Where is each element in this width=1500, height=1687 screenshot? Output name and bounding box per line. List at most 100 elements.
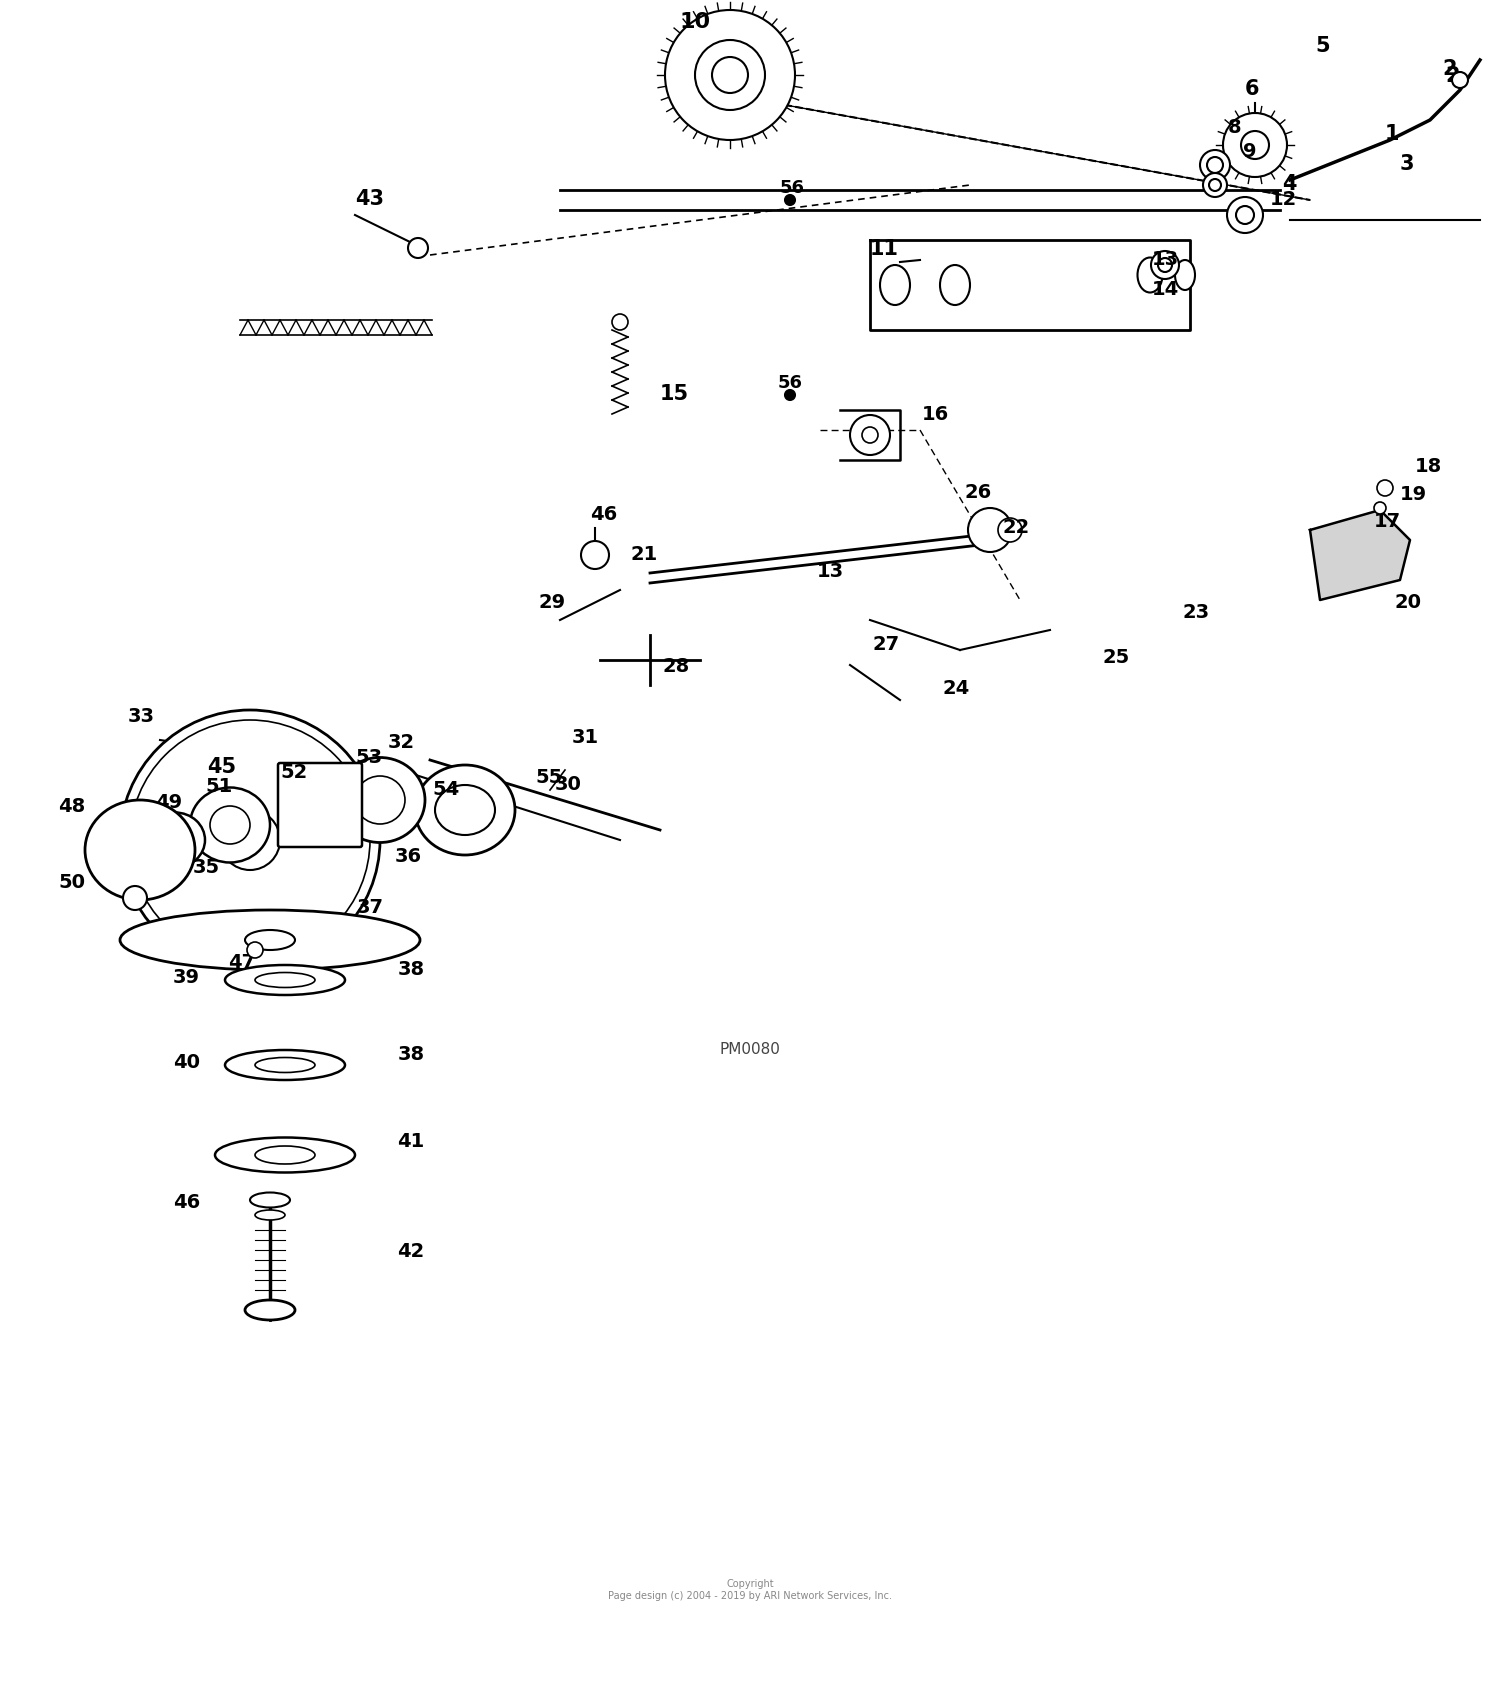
Text: 34: 34 bbox=[430, 810, 457, 828]
Text: 48: 48 bbox=[58, 796, 86, 817]
Ellipse shape bbox=[356, 776, 405, 823]
Text: 47: 47 bbox=[228, 953, 255, 972]
Text: 46: 46 bbox=[172, 1193, 201, 1211]
Text: 33: 33 bbox=[128, 707, 154, 725]
Ellipse shape bbox=[255, 1145, 315, 1164]
Circle shape bbox=[130, 720, 370, 960]
Ellipse shape bbox=[244, 1301, 296, 1319]
Text: 17: 17 bbox=[1374, 511, 1401, 531]
Text: 38: 38 bbox=[398, 960, 424, 978]
Circle shape bbox=[968, 508, 1012, 552]
Ellipse shape bbox=[435, 784, 495, 835]
Circle shape bbox=[694, 40, 765, 110]
Ellipse shape bbox=[146, 813, 206, 867]
Text: 55: 55 bbox=[536, 768, 562, 788]
Ellipse shape bbox=[190, 788, 270, 862]
Text: 49: 49 bbox=[154, 793, 182, 811]
Ellipse shape bbox=[1174, 260, 1196, 290]
Text: 56: 56 bbox=[778, 375, 802, 391]
Circle shape bbox=[712, 57, 748, 93]
Ellipse shape bbox=[334, 757, 424, 842]
Ellipse shape bbox=[162, 828, 188, 850]
Ellipse shape bbox=[225, 965, 345, 995]
Circle shape bbox=[1227, 197, 1263, 233]
Circle shape bbox=[120, 710, 380, 970]
Text: 51: 51 bbox=[206, 778, 232, 796]
Text: 25: 25 bbox=[1102, 648, 1131, 666]
Circle shape bbox=[1452, 73, 1468, 88]
Ellipse shape bbox=[940, 265, 970, 305]
Text: 39: 39 bbox=[172, 968, 200, 987]
Polygon shape bbox=[1310, 509, 1410, 601]
Text: 50: 50 bbox=[58, 872, 86, 892]
Text: 9: 9 bbox=[1244, 142, 1257, 160]
Circle shape bbox=[1222, 113, 1287, 177]
Circle shape bbox=[784, 390, 795, 400]
Ellipse shape bbox=[251, 1193, 290, 1208]
Text: 20: 20 bbox=[1395, 594, 1422, 612]
Circle shape bbox=[1158, 258, 1172, 272]
Circle shape bbox=[123, 886, 147, 909]
Text: 26: 26 bbox=[964, 482, 993, 503]
Circle shape bbox=[784, 196, 795, 206]
Text: 32: 32 bbox=[388, 732, 416, 752]
Circle shape bbox=[1208, 157, 1222, 174]
Text: 15: 15 bbox=[660, 385, 688, 403]
Ellipse shape bbox=[255, 1210, 285, 1220]
Text: 11: 11 bbox=[870, 240, 898, 260]
Text: 2: 2 bbox=[1444, 66, 1460, 86]
Circle shape bbox=[612, 314, 628, 331]
Text: 8: 8 bbox=[1228, 118, 1242, 137]
Text: 28: 28 bbox=[662, 656, 688, 676]
Text: 42: 42 bbox=[398, 1242, 424, 1260]
Circle shape bbox=[998, 518, 1022, 542]
Text: 45: 45 bbox=[207, 757, 236, 778]
Text: 2: 2 bbox=[1442, 59, 1456, 79]
Text: 16: 16 bbox=[922, 405, 950, 423]
Text: 10: 10 bbox=[680, 12, 711, 32]
Text: 37: 37 bbox=[357, 897, 384, 918]
Ellipse shape bbox=[244, 930, 296, 950]
Text: 52: 52 bbox=[280, 763, 308, 783]
Ellipse shape bbox=[210, 806, 251, 844]
Text: 36: 36 bbox=[394, 847, 422, 865]
Circle shape bbox=[850, 415, 889, 455]
Text: 38: 38 bbox=[398, 1044, 424, 1064]
Text: 3: 3 bbox=[1400, 154, 1414, 174]
Ellipse shape bbox=[416, 764, 514, 855]
Circle shape bbox=[408, 238, 428, 258]
Circle shape bbox=[862, 427, 877, 444]
Circle shape bbox=[1150, 251, 1179, 278]
Ellipse shape bbox=[255, 972, 315, 987]
Text: 23: 23 bbox=[1184, 602, 1210, 623]
Text: 53: 53 bbox=[356, 747, 382, 768]
Text: 41: 41 bbox=[398, 1132, 424, 1151]
Ellipse shape bbox=[86, 800, 195, 899]
Text: 13: 13 bbox=[1152, 250, 1179, 268]
Text: 14: 14 bbox=[1152, 280, 1179, 299]
Text: 54: 54 bbox=[432, 779, 459, 800]
FancyBboxPatch shape bbox=[278, 763, 362, 847]
Text: 12: 12 bbox=[1270, 191, 1298, 209]
Text: Copyright
Page design (c) 2004 - 2019 by ARI Network Services, Inc.: Copyright Page design (c) 2004 - 2019 by… bbox=[608, 1579, 892, 1601]
Text: 31: 31 bbox=[572, 729, 598, 747]
Circle shape bbox=[1200, 150, 1230, 181]
Text: 29: 29 bbox=[538, 594, 566, 612]
Circle shape bbox=[580, 542, 609, 569]
Ellipse shape bbox=[880, 265, 910, 305]
Circle shape bbox=[1236, 206, 1254, 224]
Text: 24: 24 bbox=[942, 678, 969, 698]
Text: 4: 4 bbox=[1282, 174, 1296, 194]
Text: 27: 27 bbox=[873, 634, 900, 655]
Ellipse shape bbox=[225, 1049, 345, 1080]
Text: 44: 44 bbox=[100, 838, 129, 859]
Circle shape bbox=[664, 10, 795, 140]
Text: PM0080: PM0080 bbox=[720, 1043, 780, 1058]
Text: 1: 1 bbox=[1384, 125, 1400, 143]
Text: 30: 30 bbox=[555, 774, 582, 795]
Ellipse shape bbox=[120, 909, 420, 970]
Circle shape bbox=[1240, 132, 1269, 159]
Circle shape bbox=[1374, 503, 1386, 515]
Ellipse shape bbox=[255, 1058, 315, 1073]
Circle shape bbox=[1377, 481, 1394, 496]
